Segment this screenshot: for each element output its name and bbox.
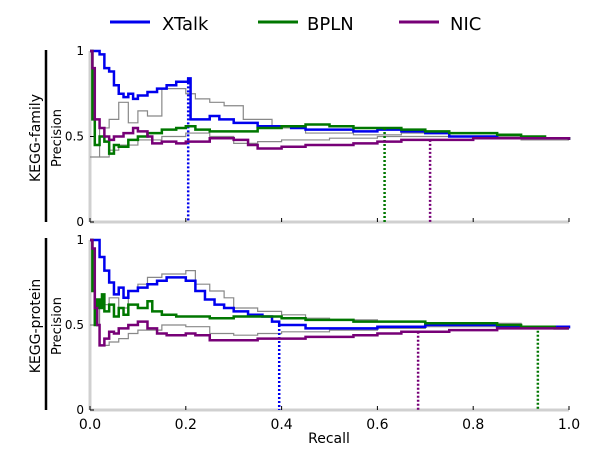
row-label-kegg-protein: KEGG-protein bbox=[28, 279, 44, 374]
x-tick-label: 0.2 bbox=[175, 417, 197, 433]
legend: XTalk BPLN NIC bbox=[110, 14, 481, 35]
panel-kegg-family: 00.51 bbox=[65, 44, 571, 229]
x-tick-label: 1.0 bbox=[558, 417, 580, 433]
comparison-line bbox=[99, 324, 570, 346]
row-label-kegg-family: KEGG-family bbox=[28, 94, 44, 182]
x-tick-label: 0.6 bbox=[366, 417, 388, 433]
x-tick-label: 0.8 bbox=[462, 417, 484, 433]
series-line-bpln bbox=[90, 49, 571, 155]
y-tick-label: 0.5 bbox=[65, 318, 84, 332]
x-axis-label: Recall bbox=[308, 431, 350, 447]
y-tick-label: 1 bbox=[76, 233, 84, 247]
y-axis-label-bottom: Precision bbox=[50, 297, 65, 355]
series-line-xtalk bbox=[90, 238, 571, 330]
series-line-bpln bbox=[90, 238, 569, 330]
legend-label-xtalk: XTalk bbox=[162, 14, 209, 35]
y-tick-label: 1 bbox=[76, 44, 84, 58]
y-axis-label-top: Precision bbox=[50, 109, 65, 167]
y-tick-label: 0.5 bbox=[65, 130, 84, 144]
series-line-nic bbox=[90, 238, 569, 347]
comparison-line bbox=[90, 88, 569, 158]
series-line-xtalk bbox=[90, 49, 571, 140]
legend-label-bpln: BPLN bbox=[307, 14, 354, 35]
x-tick-label: 0.4 bbox=[270, 417, 292, 433]
series-line-nic bbox=[90, 49, 571, 150]
x-tick-label: 0.0 bbox=[79, 417, 101, 433]
panel-kegg-protein: 0 0.5 1 0.0 0.2 0.4 0.6 0.8 1.0 bbox=[65, 233, 580, 433]
legend-label-nic: NIC bbox=[450, 14, 481, 35]
y-tick-label: 0 bbox=[76, 403, 84, 417]
y-tick-label: 0 bbox=[76, 215, 84, 229]
